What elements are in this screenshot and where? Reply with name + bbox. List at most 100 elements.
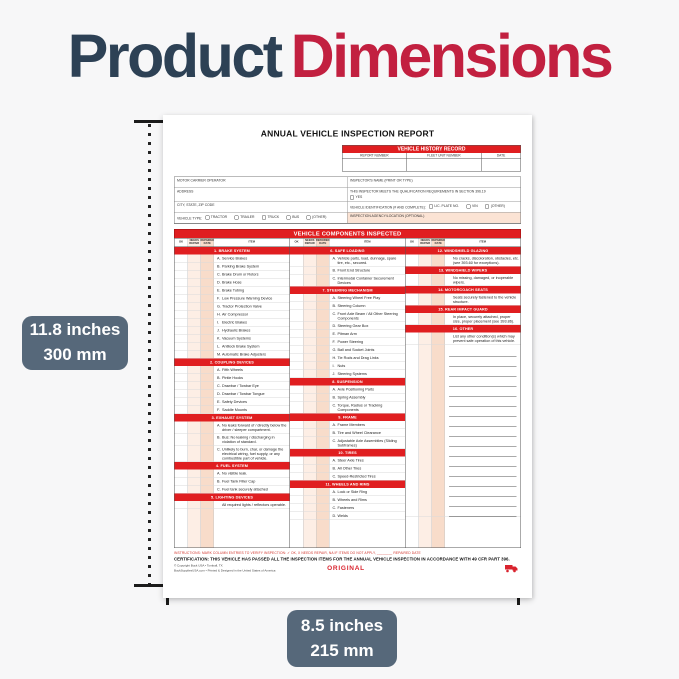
section-header: 5. LIGHTING DEVICES bbox=[174, 493, 290, 502]
item-text: Automatic Brake Adjusters bbox=[222, 351, 266, 357]
ok-cell bbox=[406, 517, 419, 548]
item-cell: B. Front End Structure bbox=[330, 267, 406, 275]
item-cell: B. Tire and Wheel Clearance bbox=[330, 429, 406, 437]
needs-repair-cell bbox=[188, 501, 201, 509]
needs-repair-cell bbox=[188, 334, 201, 343]
item-letter: E. bbox=[332, 331, 337, 336]
item-text: Steering Systems bbox=[337, 371, 367, 376]
inspection-item-row: J. Hydraulic Brakes bbox=[174, 326, 290, 335]
item-cell: A. Steering Wheel Free Play bbox=[330, 294, 406, 302]
ok-cell bbox=[175, 286, 188, 295]
item-text: Brake Hose bbox=[222, 279, 242, 285]
ok-cell bbox=[175, 278, 188, 287]
item-letter: B. bbox=[332, 303, 337, 308]
checkbox-option-label: VIN bbox=[472, 204, 478, 209]
inspection-item-row: E. Pitman Arm bbox=[290, 330, 405, 339]
item-cell: A. Axle Positioning Parts bbox=[330, 386, 406, 394]
inspection-item-row: D. Drawbar / Towbar Tongue bbox=[174, 390, 290, 399]
needs-repair-cell bbox=[188, 326, 201, 335]
copyright-text: © Copyright Buck USA • Tomball, TX BuckS… bbox=[174, 564, 276, 573]
column-header-repaired-date: REPAIRED DATE bbox=[431, 238, 446, 247]
info-field-label: INSPECTOR'S NAME (PRINT OR TYPE) bbox=[350, 179, 413, 183]
repaired-date-cell bbox=[201, 433, 214, 446]
needs-repair-cell bbox=[303, 330, 317, 338]
item-cell bbox=[214, 509, 290, 548]
item-cell: F. Power Steering bbox=[330, 338, 406, 346]
checkbox-option: LIC. PLATE NO. bbox=[428, 204, 460, 209]
repaired-date-cell bbox=[201, 318, 214, 327]
section-header: 7. STEERING MECHANISM bbox=[290, 286, 405, 295]
item-text: Adjustable Axle Assemblies (Sliding Subf… bbox=[337, 438, 397, 448]
column-header-ok: OK bbox=[175, 238, 188, 247]
needs-repair-cell bbox=[188, 398, 201, 406]
needs-repair-cell bbox=[188, 270, 201, 279]
needs-repair-cell bbox=[419, 344, 432, 517]
repaired-date-cell bbox=[201, 302, 214, 311]
checkbox-icon bbox=[485, 204, 490, 209]
item-cell: A. Lock or Side Ring bbox=[330, 488, 406, 496]
repaired-date-cell bbox=[201, 342, 214, 351]
inspection-report-sheet: ANNUAL VEHICLE INSPECTION REPORT VEHICLE… bbox=[163, 115, 532, 598]
inspection-item-row: B. Bus: No leaking / discharging in viola… bbox=[174, 433, 290, 446]
ok-cell bbox=[290, 370, 304, 378]
item-letter: C. bbox=[332, 473, 337, 479]
item-text: Vehicle parts, load, dunnage, spare tire… bbox=[337, 255, 397, 265]
section-header: 2. COUPLING DEVICES bbox=[174, 358, 290, 367]
inspection-item-row: B. Tire and Wheel Clearance bbox=[290, 429, 406, 438]
needs-repair-cell bbox=[303, 346, 317, 354]
ok-cell bbox=[175, 374, 188, 382]
item-letter: C. bbox=[217, 486, 221, 492]
width-dimension-badge: 8.5 inches 215 mm bbox=[287, 610, 397, 667]
repaired-date-cell bbox=[201, 501, 214, 509]
inspection-item-row: C. Adjustable Axle Assemblies (Sliding Su… bbox=[290, 437, 405, 450]
inspection-item-row: All required lights / reflectors operabl… bbox=[174, 501, 290, 510]
column-header-item: ITEM bbox=[364, 240, 371, 244]
checkbox-option-label: LIC. PLATE NO. bbox=[434, 204, 460, 209]
item-cell: A. No visible leak. bbox=[214, 470, 290, 478]
ok-cell bbox=[175, 310, 188, 319]
ok-cell bbox=[290, 472, 304, 481]
inspection-item-row: A. Steer Axle Tires bbox=[290, 456, 406, 465]
repaired-date-cell bbox=[316, 294, 330, 302]
ok-cell bbox=[175, 350, 188, 359]
ok-cell bbox=[175, 469, 188, 478]
needs-repair-cell bbox=[303, 456, 317, 465]
inspection-item-row: B. Steering Column bbox=[290, 302, 405, 311]
inspection-item-row: A. Fifth Wheels bbox=[174, 366, 290, 375]
repaired-date-cell bbox=[432, 293, 445, 306]
inspection-item-row: C. Brake Drum or Rotors bbox=[174, 270, 290, 279]
height-dimension-top-cap bbox=[134, 120, 163, 123]
item-text: Front End Structure bbox=[337, 267, 371, 273]
item-text: Drawbar / Towbar Eye bbox=[222, 383, 259, 388]
repaired-date-cell bbox=[432, 517, 445, 548]
needs-repair-cell bbox=[188, 509, 201, 548]
item-cell: A. Fifth Wheels bbox=[214, 366, 290, 374]
item-cell: C. Front Axle Beam / All Other Steering C… bbox=[330, 310, 406, 322]
column-header-needs-repair: NEEDS REPAIR bbox=[188, 238, 201, 247]
ok-cell bbox=[290, 322, 304, 330]
item-letter: B. bbox=[217, 375, 221, 380]
ok-cell bbox=[175, 406, 188, 414]
writing-line bbox=[449, 477, 517, 487]
inspection-item-row: G. Tractor Protection Valve bbox=[174, 302, 290, 311]
repaired-date-cell bbox=[316, 370, 330, 378]
item-cell: A. Steer Axle Tires bbox=[330, 457, 406, 465]
repaired-date-cell bbox=[316, 354, 330, 362]
needs-repair-cell bbox=[188, 485, 201, 494]
item-text: Intermodal Container Securement Devices bbox=[337, 275, 394, 285]
item-cell: No missing, damaged, or inoperable wiper… bbox=[445, 274, 521, 286]
needs-repair-cell bbox=[303, 472, 317, 481]
ok-cell bbox=[290, 393, 304, 402]
writing-line bbox=[449, 387, 517, 397]
inspection-item-row: E. Brake Tubing bbox=[174, 286, 290, 295]
repaired-date-cell bbox=[201, 326, 214, 335]
checkbox-icon bbox=[350, 195, 354, 200]
inspection-item-row: I. Electric Brakes bbox=[174, 318, 290, 327]
instructions-text: INSTRUCTIONS: MARK COLUMN ENTRIES TO VER… bbox=[174, 551, 421, 556]
item-letter: I. bbox=[217, 319, 220, 325]
inspection-item-row: Seats securely fastened to the vehicle s… bbox=[405, 293, 521, 306]
inspection-item-row: B. Front End Structure bbox=[290, 266, 406, 275]
item-text: Pitman Arm bbox=[337, 331, 357, 336]
item-cell: C. Drawbar / Towbar Eye bbox=[214, 382, 290, 390]
inspection-column-2: OK NEEDS REPAIR REPAIRED DATE ITEM 6. SAFE L… bbox=[290, 238, 406, 548]
